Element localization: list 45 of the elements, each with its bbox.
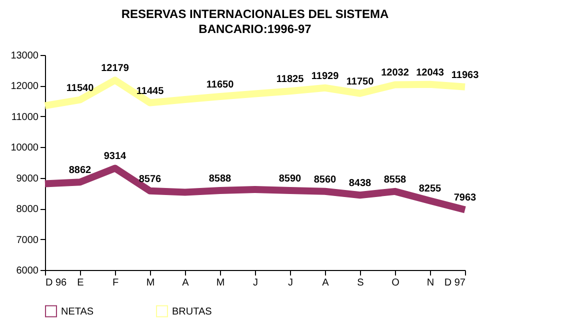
x-tick-label: J bbox=[288, 278, 293, 288]
x-tick-label: D 96 bbox=[46, 278, 68, 288]
chart-title: RESERVAS INTERNACIONALES DEL SISTEMA bbox=[121, 7, 390, 21]
y-tick-label: 11000 bbox=[11, 112, 39, 123]
data-label: 8558 bbox=[384, 174, 407, 186]
data-label: 8576 bbox=[138, 174, 162, 185]
x-tick-label: M bbox=[146, 278, 155, 288]
x-tick-label: M bbox=[216, 278, 225, 288]
data-label: 11650 bbox=[206, 79, 234, 90]
x-tick-label: S bbox=[357, 278, 364, 288]
data-label: 11445 bbox=[136, 86, 164, 97]
data-label: 11825 bbox=[276, 74, 304, 86]
data-label: 8438 bbox=[348, 178, 372, 190]
data-label: 8590 bbox=[278, 173, 302, 184]
y-tick-label: 10000 bbox=[10, 142, 39, 154]
chart-subtitle: BANCARIO:1996-97 bbox=[198, 22, 312, 36]
x-tick-label: E bbox=[77, 278, 84, 288]
x-tick-label: F bbox=[112, 278, 119, 288]
data-label: 8255 bbox=[418, 184, 442, 195]
legend-label: BRUTAS bbox=[172, 306, 212, 318]
x-tick-label: A bbox=[322, 278, 330, 288]
x-tick-label: N bbox=[426, 278, 434, 288]
y-tick-label: 12000 bbox=[10, 81, 39, 92]
data-label: 11929 bbox=[311, 70, 340, 82]
data-label: 12179 bbox=[101, 63, 130, 74]
x-tick-label: J bbox=[253, 278, 258, 288]
x-tick-label: A bbox=[182, 278, 190, 288]
data-label: 11963 bbox=[451, 70, 480, 81]
y-tick-label: 13000 bbox=[10, 50, 39, 62]
data-label: 8560 bbox=[314, 174, 337, 186]
data-label: 9314 bbox=[104, 151, 127, 162]
data-label: 12032 bbox=[381, 68, 410, 79]
data-label: 11540 bbox=[66, 82, 94, 94]
y-tick-label: 7000 bbox=[16, 234, 39, 246]
y-tick-label: 6000 bbox=[16, 266, 39, 276]
data-label: 8862 bbox=[68, 165, 92, 176]
data-label: 8588 bbox=[208, 174, 232, 185]
data-label: 12043 bbox=[416, 67, 444, 78]
x-tick-label: D 97 bbox=[444, 278, 466, 288]
data-label: 11750 bbox=[346, 76, 374, 88]
legend-label: NETAS bbox=[61, 306, 94, 318]
y-tick-label: 8000 bbox=[16, 204, 39, 216]
x-tick-label: O bbox=[392, 278, 400, 288]
data-label: 7963 bbox=[454, 192, 477, 204]
y-tick-label: 9000 bbox=[16, 173, 39, 184]
